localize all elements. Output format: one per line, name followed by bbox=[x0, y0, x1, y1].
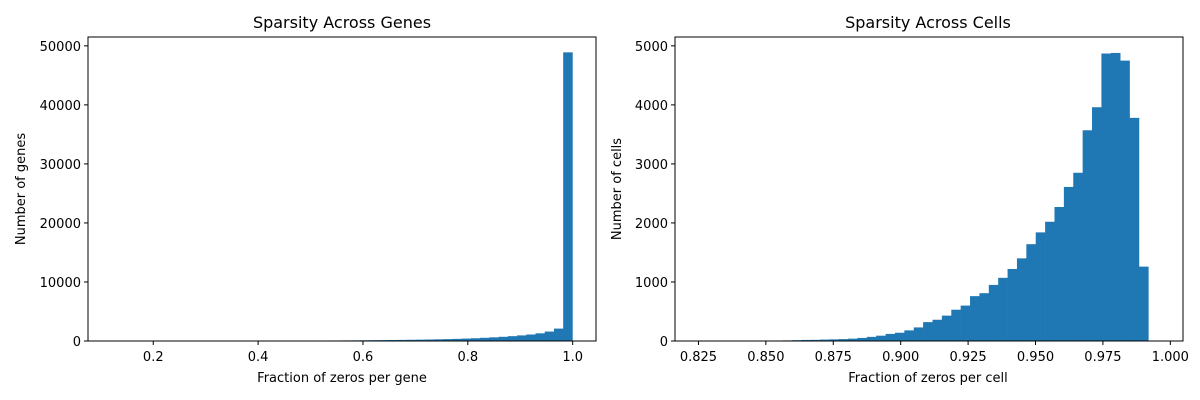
histogram-bar bbox=[1073, 172, 1083, 341]
histogram-bar bbox=[1045, 221, 1055, 341]
histogram-bar bbox=[1035, 232, 1046, 341]
y-tick-label: 1000 bbox=[635, 276, 668, 291]
x-tick-label: 1.000 bbox=[1152, 350, 1189, 365]
histogram-bar bbox=[544, 331, 555, 341]
histogram-bar bbox=[1016, 258, 1027, 341]
histogram-bar bbox=[801, 339, 811, 341]
x-tick-label: 0.2 bbox=[143, 350, 164, 365]
y-axis-label: Number of genes bbox=[14, 133, 29, 246]
histogram-bar bbox=[941, 315, 952, 341]
histogram-bar bbox=[424, 339, 435, 341]
chart-title: Sparsity Across Genes bbox=[253, 13, 431, 32]
x-axis-label: Fraction of zeros per cell bbox=[848, 371, 1008, 386]
histogram-bar bbox=[434, 339, 444, 341]
histogram-bar bbox=[951, 309, 961, 341]
histogram-bar bbox=[829, 339, 839, 341]
x-tick-label: 0.975 bbox=[1084, 350, 1121, 365]
ticks: 0.2 0.4 0.6 0.8 1.0 0 10000 20000 30000 40000 5000… bbox=[40, 40, 583, 365]
histogram-bar bbox=[1092, 107, 1102, 342]
histogram-bar bbox=[507, 336, 518, 341]
histogram-bar bbox=[819, 339, 830, 341]
ticks: 0.825 0.850 0.875 0.900 0.925 0.950 0.975 1.000… bbox=[635, 40, 1189, 365]
histogram-bar bbox=[866, 336, 877, 341]
y-tick-label: 50000 bbox=[40, 40, 81, 55]
histogram-bar bbox=[810, 339, 821, 341]
y-tick-label: 20000 bbox=[40, 217, 81, 232]
histogram-bar bbox=[1101, 53, 1112, 341]
x-tick-label: 0.6 bbox=[353, 350, 374, 365]
histogram-bar bbox=[885, 333, 896, 341]
histogram-bar bbox=[1007, 268, 1018, 341]
x-tick-label: 0.900 bbox=[882, 350, 919, 365]
histogram-bar bbox=[406, 339, 416, 341]
histogram-bar bbox=[838, 339, 849, 341]
y-tick-label: 0 bbox=[73, 335, 81, 350]
genes-sparsity-histogram: Sparsity Across Genes 0.2 0.4 0.6 0.8 1.0 0 10… bbox=[14, 13, 597, 386]
x-tick-label: 0.825 bbox=[680, 350, 717, 365]
histogram-bar bbox=[553, 328, 564, 341]
x-tick-label: 0.8 bbox=[457, 350, 478, 365]
x-tick-label: 0.875 bbox=[815, 350, 852, 365]
axes-frame bbox=[674, 36, 1184, 342]
histogram-bar bbox=[960, 305, 971, 341]
histogram-bar bbox=[1082, 130, 1093, 341]
histogram-bar bbox=[443, 339, 453, 341]
x-axis-label: Fraction of zeros per gene bbox=[257, 371, 427, 386]
histogram-bar bbox=[415, 339, 426, 341]
histogram-bar bbox=[498, 336, 509, 341]
histogram-bar bbox=[489, 337, 499, 341]
y-tick-label: 10000 bbox=[40, 276, 81, 291]
histogram-bar bbox=[1129, 117, 1140, 342]
y-tick-label: 5000 bbox=[635, 40, 668, 55]
histogram-bar bbox=[480, 337, 490, 341]
y-tick-label: 2000 bbox=[635, 217, 668, 232]
y-tick-label: 4000 bbox=[635, 99, 668, 114]
y-tick-label: 30000 bbox=[40, 158, 81, 173]
y-axis-label: Number of cells bbox=[610, 138, 625, 240]
histogram-bar bbox=[526, 334, 536, 341]
histogram-bar bbox=[876, 335, 886, 341]
histogram-bar bbox=[1120, 60, 1130, 342]
histogram-bar bbox=[932, 319, 943, 341]
histogram-bar bbox=[923, 322, 933, 341]
y-tick-label: 0 bbox=[660, 335, 668, 350]
histogram-bar bbox=[461, 338, 472, 341]
histogram-bar bbox=[517, 335, 527, 341]
histogram-bar bbox=[1026, 244, 1037, 341]
histogram-bar bbox=[848, 338, 858, 341]
histogram-bar bbox=[970, 296, 980, 341]
histogram-bar bbox=[988, 284, 999, 341]
histogram-bar bbox=[452, 338, 462, 341]
x-tick-label: 0.4 bbox=[248, 350, 269, 365]
x-tick-label: 1.0 bbox=[562, 350, 583, 365]
histogram-bar bbox=[1063, 186, 1074, 341]
histogram-bar bbox=[1054, 207, 1065, 341]
histogram-bar bbox=[979, 293, 990, 341]
histogram-bar bbox=[563, 52, 573, 341]
histogram-bar bbox=[470, 338, 481, 341]
histogram-bar bbox=[913, 327, 924, 341]
histogram-bar bbox=[857, 337, 868, 341]
histogram-bar bbox=[535, 333, 546, 341]
y-tick-label: 3000 bbox=[635, 158, 668, 173]
histogram-bar bbox=[998, 277, 1008, 341]
histogram-bar bbox=[1138, 266, 1149, 341]
bars bbox=[697, 52, 1149, 342]
x-tick-label: 0.925 bbox=[949, 350, 986, 365]
histogram-bar bbox=[397, 339, 407, 341]
x-tick-label: 0.850 bbox=[747, 350, 784, 365]
histogram-bar bbox=[894, 332, 905, 341]
axes-frame bbox=[87, 36, 597, 342]
y-tick-label: 40000 bbox=[40, 99, 81, 114]
histogram-bar bbox=[1110, 52, 1121, 341]
cells-sparsity-histogram: Sparsity Across Cells 0.825 0.850 0.875 0.9… bbox=[610, 13, 1189, 386]
x-tick-label: 0.950 bbox=[1017, 350, 1054, 365]
histogram-bar bbox=[904, 330, 915, 341]
chart-title: Sparsity Across Cells bbox=[845, 13, 1011, 32]
